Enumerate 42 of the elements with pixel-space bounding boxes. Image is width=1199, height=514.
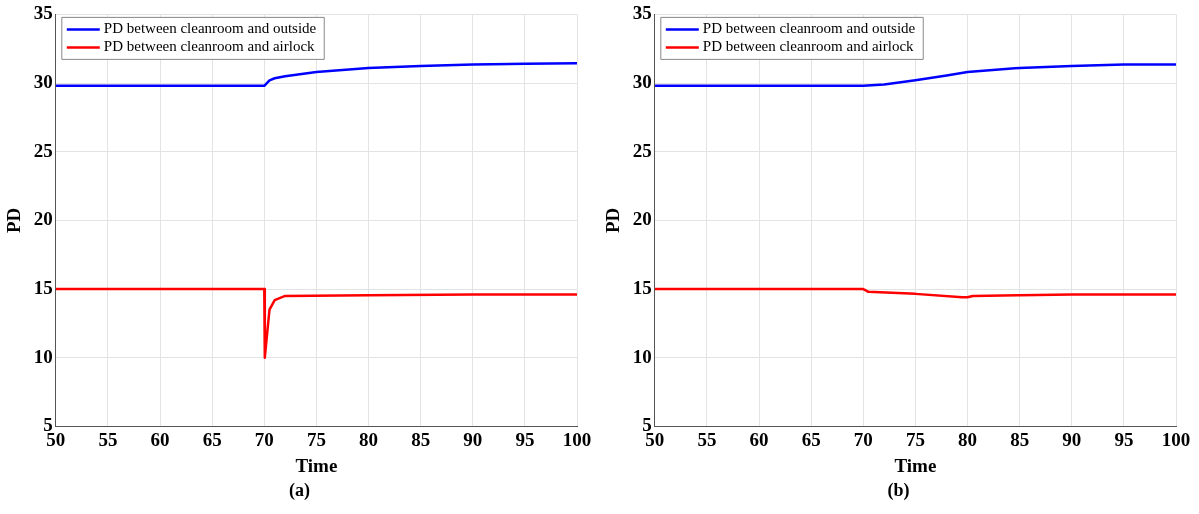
y-tick-label: 30 bbox=[632, 70, 652, 92]
y-tick-label: 25 bbox=[632, 139, 652, 161]
x-tick-label: 100 bbox=[1161, 428, 1191, 450]
x-tick-label: 80 bbox=[958, 428, 978, 450]
y-tick-label: 10 bbox=[632, 345, 652, 367]
x-tick-label: 100 bbox=[562, 428, 592, 450]
text: (a) bbox=[288, 480, 311, 501]
x-tick-label: 90 bbox=[463, 428, 483, 450]
y-tick-label: 15 bbox=[632, 276, 652, 298]
x-tick-label: 85 bbox=[1010, 428, 1030, 450]
x-tick-label: 60 bbox=[749, 428, 769, 450]
y-axis-title: PD bbox=[3, 207, 25, 234]
y-tick-label: 15 bbox=[33, 276, 53, 298]
x-tick-label: 85 bbox=[411, 428, 431, 450]
y-tick-label: 20 bbox=[33, 208, 53, 230]
text: (b) bbox=[886, 480, 911, 501]
x-tick-label: 65 bbox=[801, 428, 821, 450]
legend-label: PD between cleanroom and airlock bbox=[702, 38, 915, 55]
x-axis-title: Time bbox=[894, 454, 937, 476]
x-axis-title: Time bbox=[295, 454, 338, 476]
legend-label: PD between cleanroom and outside bbox=[702, 20, 916, 37]
legend-label: PD between cleanroom and outside bbox=[103, 20, 317, 37]
y-axis-title: PD bbox=[602, 207, 624, 234]
y-tick-label: 30 bbox=[33, 70, 53, 92]
x-tick-label: 95 bbox=[1114, 428, 1134, 450]
x-tick-label: 55 bbox=[697, 428, 717, 450]
x-tick-label: 60 bbox=[150, 428, 170, 450]
y-tick-label: 10 bbox=[33, 345, 53, 367]
x-tick-label: 90 bbox=[1062, 428, 1082, 450]
y-tick-label: 35 bbox=[33, 2, 53, 24]
x-tick-label: 80 bbox=[359, 428, 379, 450]
x-tick-label: 55 bbox=[98, 428, 118, 450]
x-tick-label: 75 bbox=[306, 428, 326, 450]
x-tick-label: 95 bbox=[515, 428, 535, 450]
y-tick-label: 35 bbox=[632, 2, 652, 24]
y-tick-label: 20 bbox=[632, 208, 652, 230]
x-tick-label: 65 bbox=[202, 428, 222, 450]
y-tick-label: 25 bbox=[33, 139, 53, 161]
legend-label: PD between cleanroom and airlock bbox=[103, 38, 316, 55]
x-tick-label: 70 bbox=[254, 428, 274, 450]
x-tick-label: 75 bbox=[905, 428, 925, 450]
x-tick-label: 70 bbox=[853, 428, 873, 450]
